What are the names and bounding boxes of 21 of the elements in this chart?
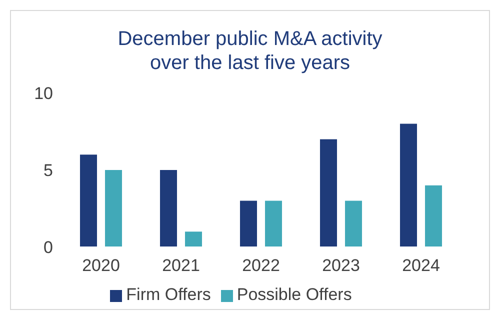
bar bbox=[160, 170, 177, 247]
y-tick-label: 10 bbox=[34, 84, 53, 104]
x-tick-label: 2021 bbox=[162, 256, 200, 276]
chart-title: December public M&A activity over the last five years bbox=[116, 27, 384, 75]
bar bbox=[240, 200, 257, 247]
bar bbox=[265, 200, 282, 247]
bar bbox=[425, 185, 442, 247]
bar bbox=[345, 200, 362, 247]
legend-label: Firm Offers bbox=[126, 285, 211, 304]
x-tick-label: 2020 bbox=[82, 256, 120, 276]
x-tick-label: 2022 bbox=[242, 256, 280, 276]
bar bbox=[185, 232, 202, 247]
x-tick-label: 2024 bbox=[402, 256, 440, 276]
bar bbox=[400, 124, 417, 247]
bar bbox=[80, 154, 97, 247]
x-tick-label: 2023 bbox=[322, 256, 360, 276]
legend-label: Possible Offers bbox=[236, 285, 352, 304]
bar bbox=[320, 139, 337, 247]
bar bbox=[105, 170, 122, 247]
y-tick-label: 5 bbox=[44, 161, 53, 180]
y-tick-label: 0 bbox=[44, 238, 53, 258]
